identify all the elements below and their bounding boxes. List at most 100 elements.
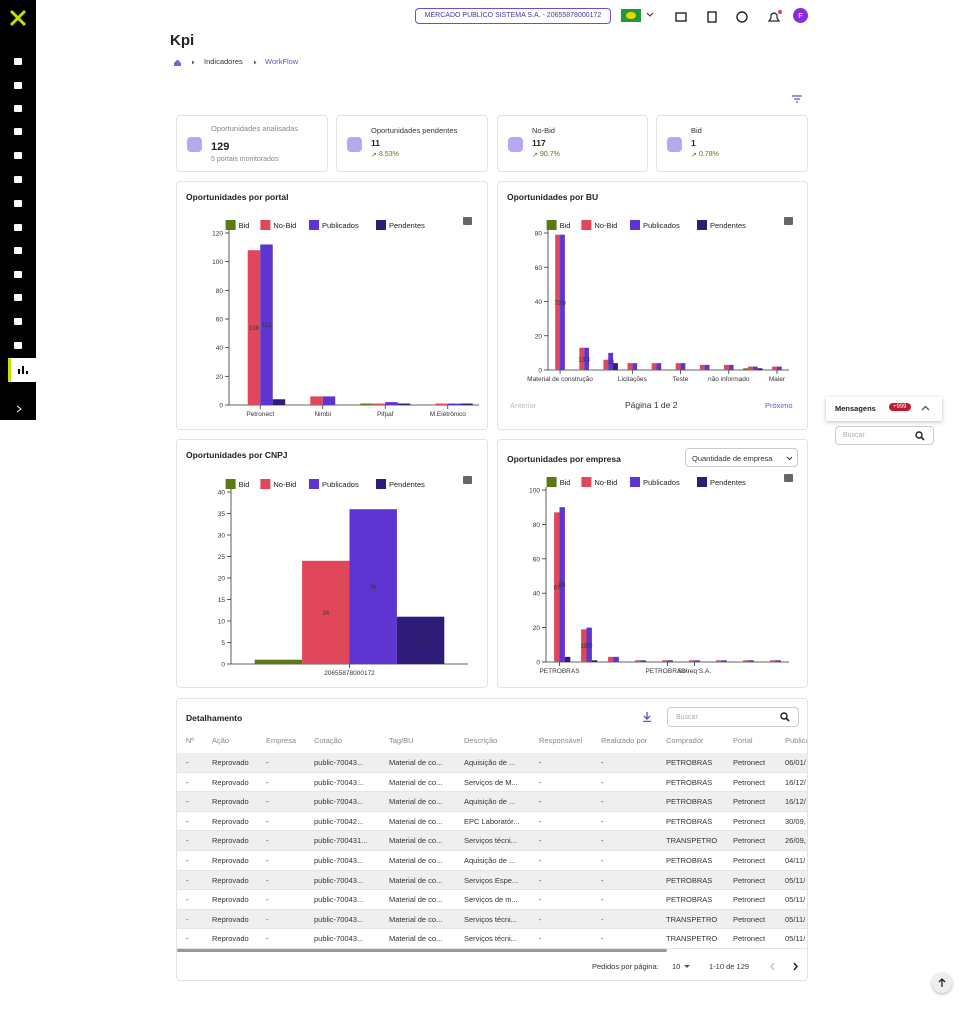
pagination-prev[interactable]: Anterior bbox=[510, 401, 537, 410]
scroll-top[interactable] bbox=[932, 973, 952, 993]
legend-swatch bbox=[697, 477, 707, 487]
chart: 0 20 40 60 80 100 120 Petronect 108 112 Nimbi Pifpa… bbox=[212, 217, 479, 418]
value-label: 108 bbox=[249, 326, 260, 332]
table-cell: Reprovado bbox=[212, 777, 249, 787]
chart-card: Oportunidades por portal 0 20 40 60 80 100 120 P… bbox=[176, 181, 488, 430]
arrow-up bbox=[938, 978, 946, 987]
bar bbox=[743, 660, 749, 662]
nav-active[interactable] bbox=[8, 358, 36, 382]
nav-icon bbox=[18, 366, 28, 374]
nav-icon[interactable] bbox=[14, 105, 22, 112]
breadcrumb-item[interactable]: WorkFlow bbox=[265, 57, 299, 66]
nav-icon[interactable] bbox=[14, 200, 22, 207]
select-arrow bbox=[786, 456, 793, 461]
messages-panel[interactable]: Mensagens +999 bbox=[826, 397, 942, 421]
table-cell: - bbox=[266, 797, 269, 807]
nav-icon[interactable] bbox=[14, 294, 22, 301]
table-cell: Reprovado bbox=[212, 895, 249, 905]
nav-icon[interactable] bbox=[14, 318, 22, 325]
nav-icon[interactable] bbox=[14, 271, 22, 278]
per-page-arrow[interactable] bbox=[684, 965, 690, 969]
table-row[interactable]: - Reprovado - public-70043... Material de co… bbox=[177, 753, 807, 773]
table-row[interactable]: - Reprovado - public-70043... Material de co… bbox=[177, 929, 807, 949]
image-icon bbox=[463, 476, 472, 484]
select-value: Quantidade de empresa bbox=[692, 454, 773, 463]
bar bbox=[627, 363, 633, 370]
bar bbox=[776, 366, 782, 370]
table-row[interactable]: - Reprovado - public-70042... Material de co… bbox=[177, 811, 807, 832]
table-cell: Aquisição de ... bbox=[464, 758, 516, 767]
value-label: 10 bbox=[607, 360, 614, 366]
value-label: 79 bbox=[559, 301, 566, 307]
collapse-icon[interactable] bbox=[921, 405, 930, 411]
table-cell: Petronect bbox=[733, 777, 766, 787]
nav-icon[interactable] bbox=[14, 342, 22, 349]
nav-icon[interactable] bbox=[14, 128, 22, 135]
bar bbox=[254, 659, 303, 664]
table-row[interactable]: - Reprovado - public-70043... Material de co… bbox=[177, 870, 807, 891]
nav-icon[interactable] bbox=[14, 58, 22, 65]
x-tick-label: PETROBRAS bbox=[539, 668, 580, 675]
x-tick-label: PETROBRAS - bbox=[645, 668, 689, 675]
table-row[interactable]: - Reprovado - public-70043... Material de co… bbox=[177, 890, 807, 910]
table-cell: - bbox=[539, 895, 542, 905]
select[interactable]: Quantidade de empresa bbox=[685, 448, 798, 467]
breadcrumb-item[interactable]: Indicadores bbox=[204, 57, 243, 66]
table-cell: - bbox=[186, 856, 189, 865]
avatar[interactable]: F bbox=[793, 8, 808, 23]
table-row[interactable]: - Reprovado - public-70043... Material de co… bbox=[177, 772, 807, 793]
table-cell: - bbox=[539, 797, 542, 807]
table-row[interactable]: - Reprovado - public-70043... Material de co… bbox=[177, 909, 807, 930]
table-cell: - bbox=[601, 914, 604, 924]
nav-icon[interactable] bbox=[14, 82, 22, 89]
messages-badge: +999 bbox=[889, 403, 911, 411]
nav-icon[interactable] bbox=[14, 152, 22, 159]
flag[interactable] bbox=[621, 9, 641, 22]
download-icon[interactable] bbox=[643, 712, 651, 722]
table-search[interactable]: Buscar bbox=[667, 707, 799, 727]
kpi-sub: 0.78% bbox=[699, 151, 719, 158]
legend-label: Pendentes bbox=[389, 221, 425, 230]
table-cell: public-70043... bbox=[314, 895, 364, 905]
bar bbox=[748, 366, 753, 370]
x-tick-label: Material de construção bbox=[527, 376, 593, 383]
table-row[interactable]: - Reprovado - public-70043... Material de co… bbox=[177, 851, 807, 871]
bar bbox=[247, 250, 261, 405]
bar bbox=[586, 627, 592, 662]
page-arrows[interactable] bbox=[769, 962, 801, 971]
table-cell: Material de co... bbox=[389, 797, 443, 807]
per-page[interactable]: 10 bbox=[672, 962, 681, 971]
chart-title: Oportunidades por BU bbox=[507, 192, 599, 202]
y-tick-label: 0 bbox=[219, 403, 223, 410]
nav-icon[interactable] bbox=[14, 224, 22, 231]
y-tick-label: 10 bbox=[218, 619, 226, 626]
filter-icon[interactable] bbox=[792, 95, 802, 103]
messages-search[interactable]: Buscar bbox=[835, 426, 934, 445]
company-button[interactable]: MERCADO PUBLICO SISTEMA S.A. - 206558780… bbox=[415, 8, 611, 24]
table-row[interactable]: - Reprovado - public-700431... Material de c… bbox=[177, 831, 807, 851]
bar bbox=[564, 656, 571, 662]
pagination-next[interactable]: Próximo bbox=[765, 401, 793, 410]
kpi-label: Bid bbox=[691, 126, 702, 135]
bar bbox=[447, 403, 461, 405]
value-label: 24 bbox=[322, 611, 329, 617]
nav-icon[interactable] bbox=[14, 176, 22, 183]
table-cell: - bbox=[266, 816, 269, 826]
dropdown-arrow[interactable] bbox=[646, 12, 654, 18]
table-cell: TRANSPETRO bbox=[666, 836, 718, 846]
y-tick-label: 0 bbox=[536, 660, 540, 667]
nav-icon[interactable] bbox=[14, 247, 22, 254]
legend-swatch bbox=[376, 220, 386, 230]
x-tick-label: Teste bbox=[673, 376, 689, 383]
bar bbox=[460, 403, 473, 405]
legend-label: Bid bbox=[560, 478, 571, 487]
scrollbar[interactable] bbox=[177, 949, 667, 952]
table-row[interactable]: - Reprovado - public-70043... Material de co… bbox=[177, 792, 807, 812]
bar bbox=[613, 656, 619, 662]
kpi-card: Bid 1 0.78% ↗ bbox=[656, 115, 808, 172]
expand[interactable] bbox=[15, 405, 23, 413]
table-cell: Serviços Espe... bbox=[464, 875, 519, 885]
bar bbox=[632, 363, 638, 370]
legend-label: Publicados bbox=[322, 480, 359, 489]
